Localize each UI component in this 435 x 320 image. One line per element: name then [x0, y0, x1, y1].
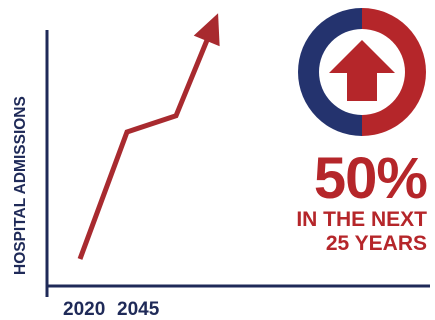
x-tick-label-2045: 2045: [117, 299, 160, 320]
percent-value: 50%: [313, 146, 428, 211]
x-tick-label-2020: 2020: [63, 299, 105, 320]
series-layer: [77, 13, 220, 260]
callout-line-2: 25 YEARS: [325, 232, 427, 255]
callout-line-1: IN THE NEXT: [296, 208, 427, 231]
y-axis-label: HOSPITAL ADMISSIONS: [12, 96, 29, 275]
trend-arrowhead: [193, 13, 220, 47]
stat-callout: 50% IN THE NEXT 25 YEARS: [287, 146, 428, 256]
trend-line: [77, 27, 215, 260]
up-arrow-icon: [329, 40, 395, 101]
up-arrow-circle-icon: [298, 8, 426, 136]
